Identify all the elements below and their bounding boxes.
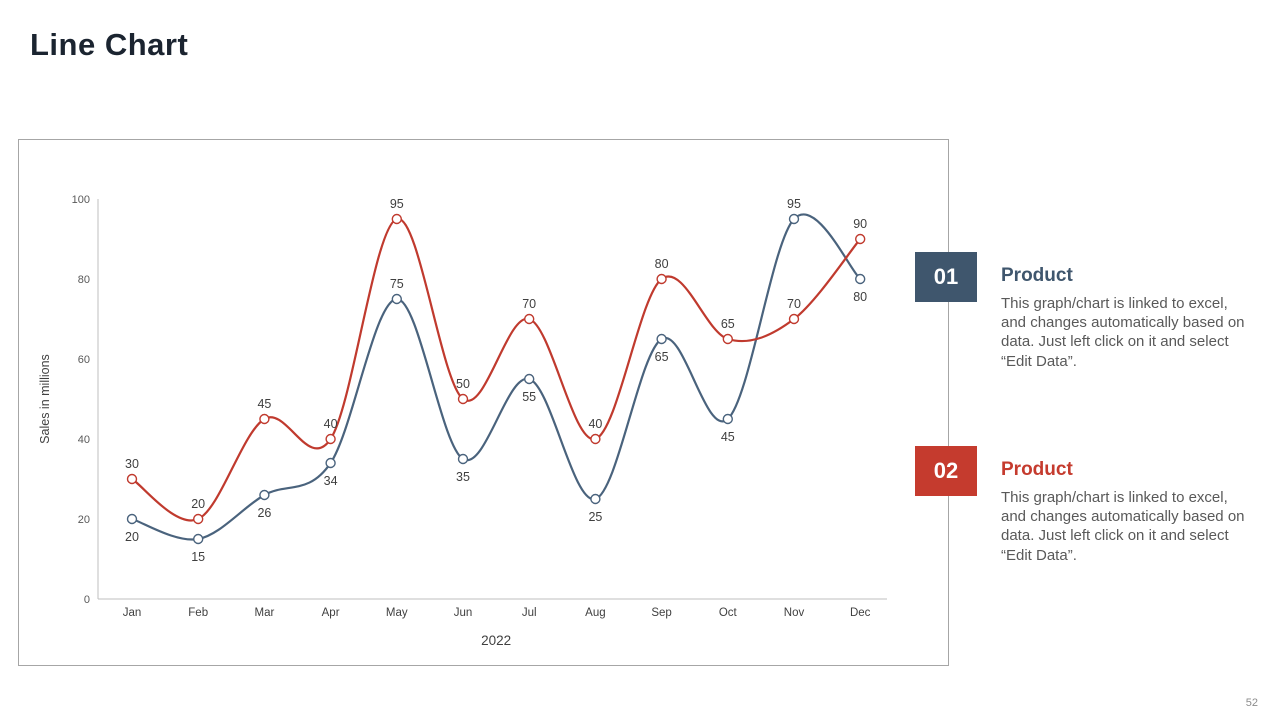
data-label: 40 (588, 417, 602, 431)
data-point (656, 273, 667, 285)
data-label: 20 (125, 530, 139, 544)
data-point (656, 333, 667, 345)
data-point (192, 533, 204, 545)
data-point (126, 473, 138, 485)
data-point (391, 293, 402, 305)
data-label: 65 (721, 317, 735, 331)
data-point (590, 433, 601, 445)
y-tick-label: 80 (78, 274, 90, 286)
data-label: 15 (191, 550, 205, 564)
data-point (855, 273, 866, 285)
callout-number-badge: 01 (915, 252, 977, 302)
data-point (457, 453, 469, 465)
data-label: 90 (853, 217, 867, 231)
callout-description: This graph/chart is linked to excel, and… (1001, 295, 1245, 370)
data-label: 40 (324, 417, 338, 431)
y-tick-label: 60 (78, 354, 90, 366)
data-point (855, 233, 866, 245)
data-label: 34 (324, 474, 338, 488)
y-axis-title: Sales in millions (38, 354, 52, 444)
data-label: 55 (522, 390, 536, 404)
y-tick-label: 0 (84, 594, 90, 606)
x-tick-label: May (386, 607, 408, 619)
data-label: 45 (721, 430, 735, 444)
data-label: 75 (390, 277, 404, 291)
callout-number-badge: 02 (915, 446, 977, 496)
y-tick-label: 20 (78, 514, 90, 526)
data-label: 70 (787, 297, 801, 311)
x-tick-label: Apr (322, 607, 340, 619)
x-tick-label: Jun (454, 607, 473, 619)
data-point (259, 413, 270, 425)
page-title: Line Chart (30, 27, 189, 62)
y-tick-label: 100 (72, 194, 90, 206)
data-point (590, 493, 601, 505)
data-point (722, 413, 733, 425)
data-point (457, 393, 469, 405)
chart-panel: 0 20 40 60 80 100 Jan Feb Mar Apr May Jun Jul Aug Sep O… (18, 139, 949, 666)
data-point (788, 313, 800, 325)
callout-product-2: 02 Product This graph/chart is linked to… (915, 446, 1265, 565)
x-tick-label: Oct (719, 607, 738, 619)
series-line-1 (131, 213, 862, 541)
x-tick-label: Nov (784, 607, 805, 619)
x-tick-label: Dec (850, 607, 871, 619)
data-label: 65 (655, 350, 669, 364)
data-point (126, 513, 138, 525)
data-label: 45 (257, 397, 271, 411)
x-tick-label: Jan (123, 607, 142, 619)
x-tick-label: Feb (188, 607, 208, 619)
data-point (722, 333, 733, 345)
line-chart: 0 20 40 60 80 100 Jan Feb Mar Apr May Jun Jul Aug Sep O… (38, 194, 887, 648)
data-label: 20 (191, 497, 205, 511)
x-tick-label: Mar (254, 607, 274, 619)
data-label: 26 (257, 506, 271, 520)
y-tick-label: 40 (78, 434, 90, 446)
data-point (391, 213, 402, 225)
data-label: 80 (853, 290, 867, 304)
callout-product-1: 01 Product This graph/chart is linked to… (915, 252, 1265, 371)
callout-title: Product (1001, 265, 1073, 286)
data-label: 95 (390, 197, 404, 211)
series-line-2 (131, 217, 862, 522)
data-label: 95 (787, 197, 801, 211)
data-label: 50 (456, 377, 470, 391)
page-number: 52 (1245, 697, 1258, 709)
x-axis-title: 2022 (481, 633, 511, 648)
data-label: 80 (655, 257, 669, 271)
data-label: 70 (522, 297, 536, 311)
data-point (325, 457, 336, 469)
data-label: 25 (588, 510, 602, 524)
data-label: 30 (125, 457, 139, 471)
data-point (524, 373, 535, 385)
x-tick-label: Sep (651, 607, 671, 619)
data-point (259, 489, 270, 501)
x-tick-label: Aug (585, 607, 605, 619)
data-label: 35 (456, 470, 470, 484)
callout-description: This graph/chart is linked to excel, and… (1001, 489, 1245, 564)
x-tick-label: Jul (522, 607, 537, 619)
data-point (325, 433, 336, 445)
data-point (788, 213, 800, 225)
data-point (524, 313, 535, 325)
callout-title: Product (1001, 459, 1073, 480)
data-point (192, 513, 204, 525)
